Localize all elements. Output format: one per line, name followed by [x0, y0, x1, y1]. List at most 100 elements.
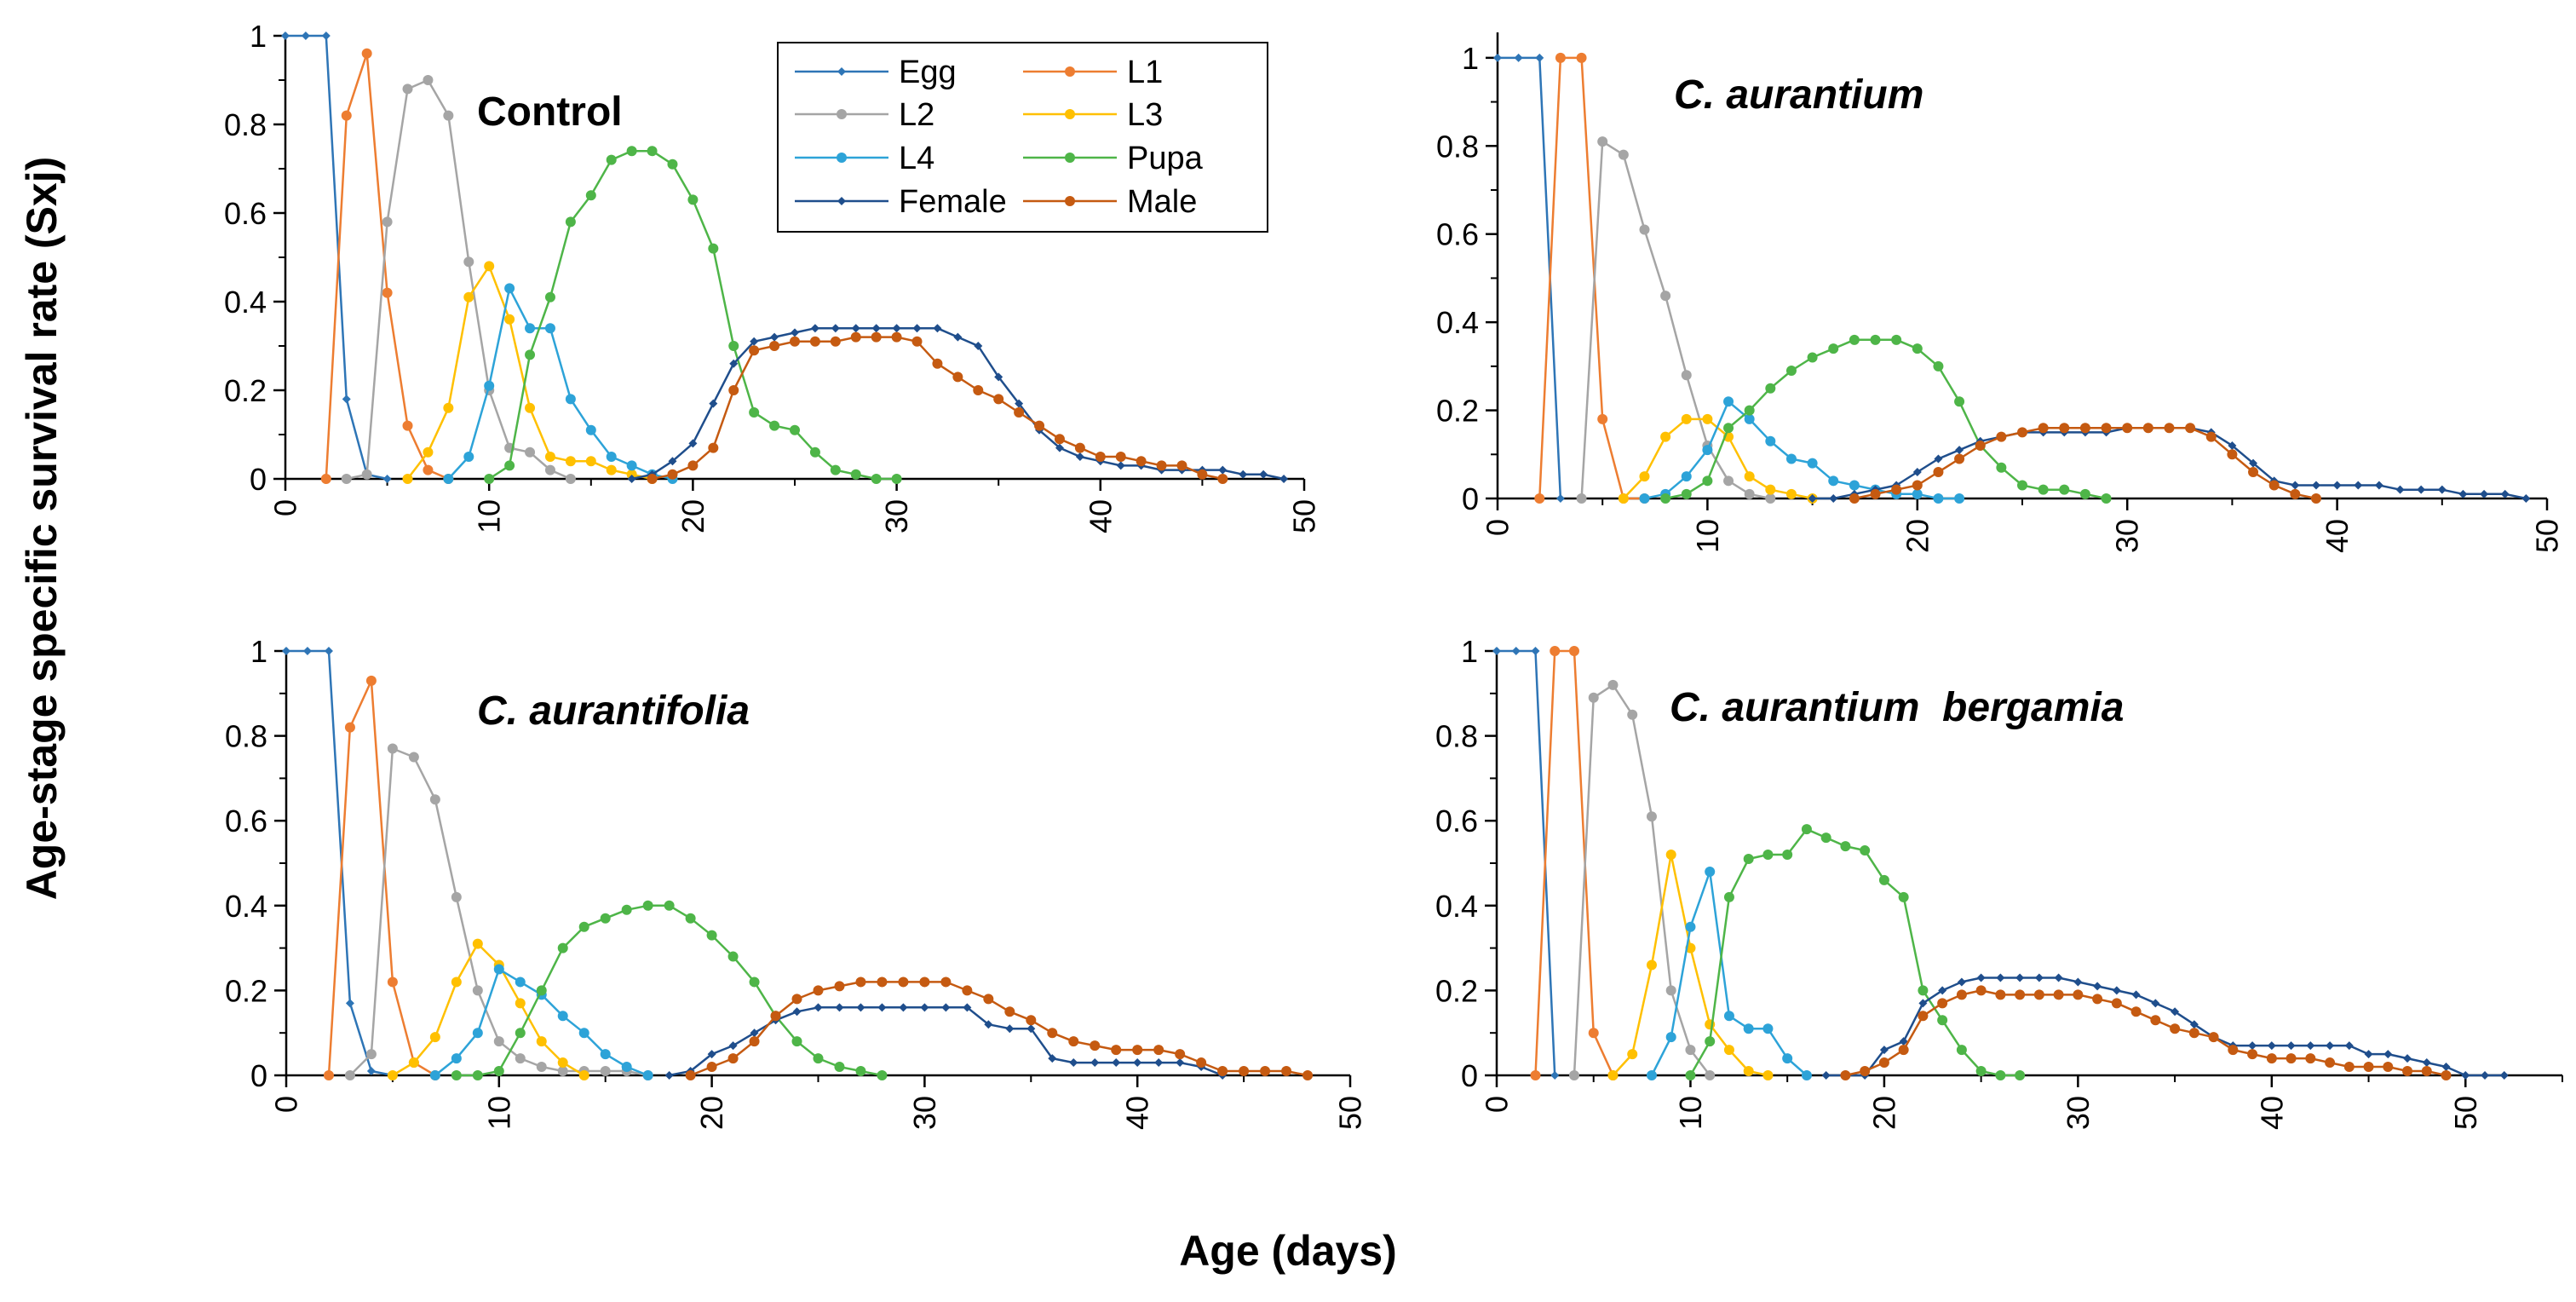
data-point: [1801, 1070, 1812, 1080]
legend-marker: [837, 109, 847, 119]
data-point: [813, 1053, 824, 1064]
data-point: [429, 1070, 440, 1080]
data-point: [727, 951, 739, 962]
data-point: [1260, 1066, 1271, 1077]
y-tick-label: 0.8: [1435, 719, 1478, 754]
series-line: [1573, 683, 1711, 1076]
data-point: [1829, 494, 1838, 503]
data-point: [2151, 999, 2160, 1008]
data-point: [1860, 845, 1871, 856]
data-point: [750, 1028, 759, 1038]
data-point: [1702, 475, 1713, 487]
data-point: [2015, 973, 2025, 982]
data-point: [809, 446, 820, 458]
data-point: [708, 442, 719, 453]
data-point: [2354, 481, 2363, 490]
data-point: [891, 474, 902, 484]
data-point: [835, 1003, 844, 1012]
legend-marker: [837, 67, 846, 76]
series-egg: [1492, 647, 1560, 1080]
series-egg: [282, 647, 397, 1080]
data-point: [1743, 1066, 1754, 1077]
data-point: [1156, 460, 1167, 471]
series-male: [1840, 985, 2452, 1080]
data-point: [2142, 423, 2153, 434]
data-point: [850, 331, 861, 343]
series-line: [1854, 427, 2317, 500]
data-point: [1744, 413, 1755, 424]
data-point: [1607, 679, 1619, 690]
data-point: [1975, 440, 1986, 451]
data-point: [1531, 647, 1540, 655]
data-point: [2017, 480, 2027, 491]
data-point: [402, 474, 413, 484]
legend-marker: [837, 153, 847, 163]
data-point: [484, 380, 495, 391]
data-point: [2441, 1063, 2451, 1072]
data-point: [1133, 1058, 1142, 1068]
series-l3: [402, 261, 658, 484]
data-point: [1705, 1036, 1716, 1047]
data-point: [1996, 431, 2007, 442]
series-female: [627, 324, 1289, 483]
y-tick-label: 0.6: [225, 804, 267, 838]
data-point: [1807, 458, 1818, 469]
data-point: [830, 464, 841, 475]
data-point: [361, 48, 372, 59]
data-point: [344, 1070, 355, 1080]
data-point: [493, 1066, 504, 1077]
data-point: [2403, 1054, 2412, 1063]
x-tick-label: 10: [1690, 519, 1725, 553]
series-line: [286, 649, 394, 1077]
data-point: [2038, 484, 2049, 495]
y-tick-label: 0.4: [1436, 305, 1479, 340]
legend-label: Female: [899, 184, 1007, 220]
data-point: [728, 385, 739, 395]
data-point: [1514, 53, 1523, 62]
data-point: [1576, 52, 1587, 63]
data-point: [1723, 1045, 1734, 1056]
data-point: [2343, 1062, 2355, 1073]
data-point: [1743, 854, 1754, 865]
x-tick-label: 10: [1673, 1096, 1708, 1130]
data-point: [1239, 1066, 1250, 1077]
data-point: [1112, 1058, 1121, 1068]
data-point: [706, 1062, 717, 1073]
data-point: [831, 324, 840, 333]
data-point: [871, 474, 882, 484]
data-point: [1820, 832, 1831, 844]
data-point: [1743, 1023, 1754, 1034]
data-point: [1535, 53, 1544, 62]
series-line: [1826, 976, 2504, 1077]
data-point: [1217, 474, 1228, 484]
data-point: [2521, 494, 2531, 503]
data-point: [423, 446, 434, 458]
data-point: [472, 1070, 483, 1080]
data-point: [1782, 1053, 1793, 1064]
y-tick-label: 0.4: [1435, 889, 1478, 924]
x-tick-label: 50: [2448, 1096, 2483, 1130]
data-point: [2130, 1006, 2142, 1017]
x-tick-label: 50: [1287, 499, 1322, 533]
data-point: [1196, 1057, 1207, 1069]
data-point: [792, 1007, 802, 1017]
data-point: [544, 323, 555, 334]
data-point: [1899, 1037, 1908, 1046]
x-tick-label: 30: [2061, 1096, 2096, 1130]
data-point: [565, 474, 576, 484]
data-point: [2305, 1053, 2316, 1064]
chart-title: C. aurantifolia: [477, 688, 750, 734]
data-point: [749, 1036, 760, 1047]
data-point: [707, 1050, 716, 1059]
data-point: [1744, 488, 1755, 499]
data-point: [2461, 1071, 2470, 1080]
x-tick-label: 0: [1480, 1096, 1515, 1113]
x-tick-label: 30: [907, 1096, 942, 1130]
data-point: [1918, 1011, 1929, 1022]
data-point: [626, 146, 637, 157]
data-point: [1176, 460, 1187, 471]
data-point: [1492, 647, 1501, 655]
data-point: [504, 314, 515, 325]
data-point: [1849, 480, 1860, 491]
